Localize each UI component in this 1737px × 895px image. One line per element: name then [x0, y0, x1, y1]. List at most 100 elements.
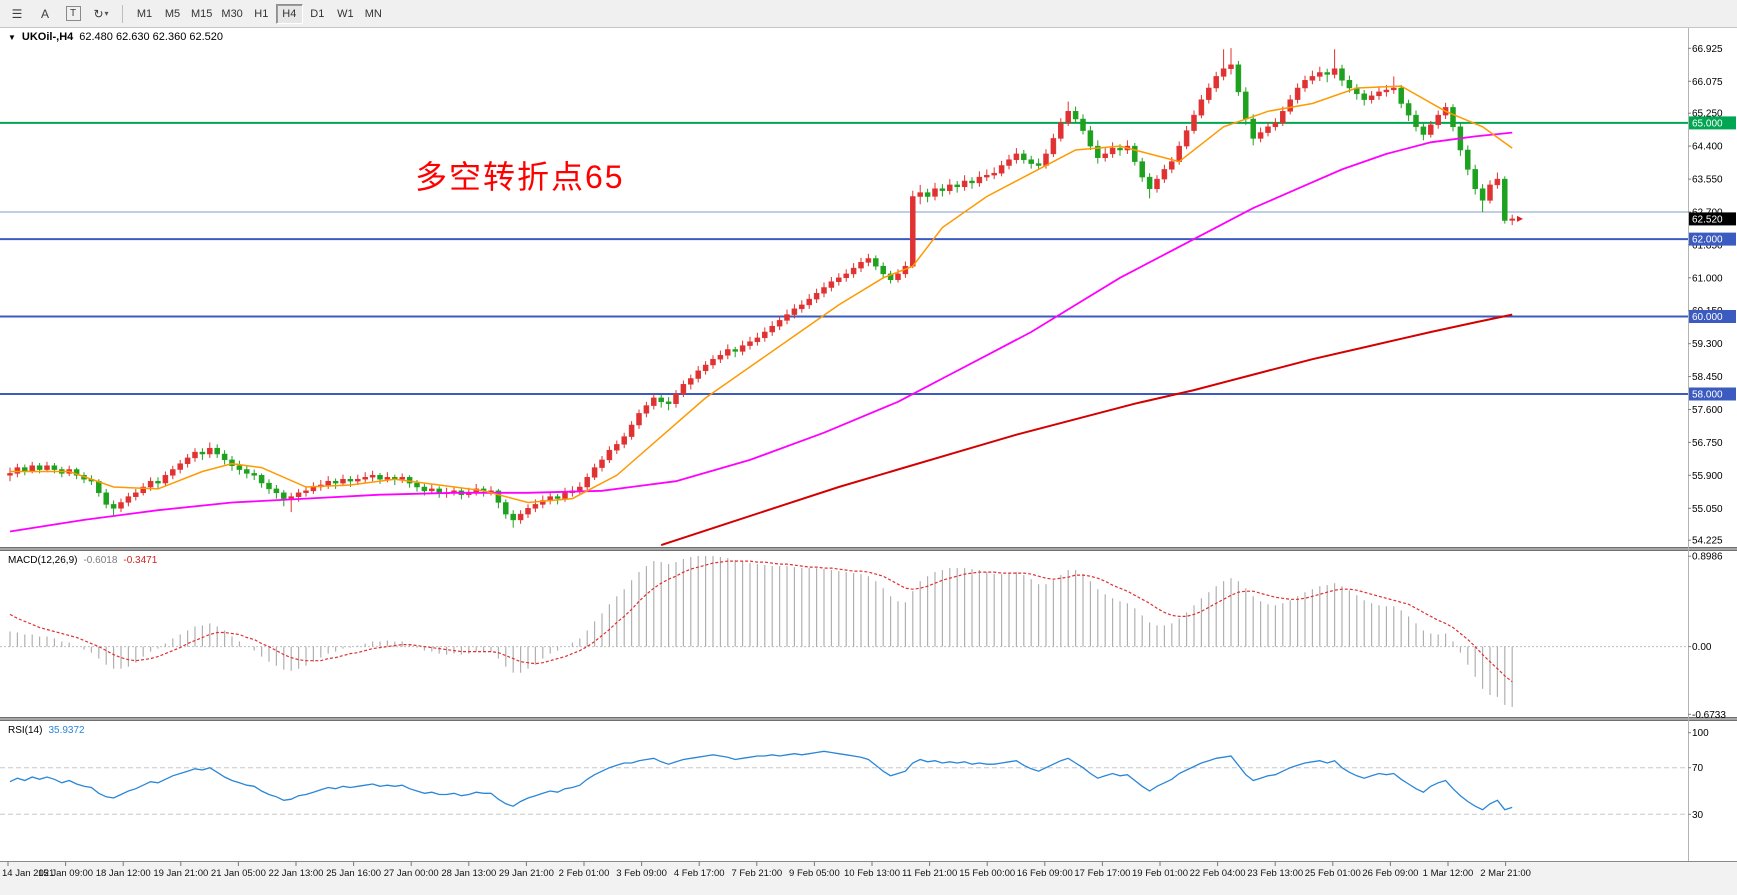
svg-text:58.450: 58.450	[1692, 372, 1723, 383]
svg-text:2 Mar 21:00: 2 Mar 21:00	[1480, 868, 1531, 879]
svg-text:16 Feb 09:00: 16 Feb 09:00	[1017, 868, 1073, 879]
svg-text:58.000: 58.000	[1692, 390, 1723, 401]
svg-text:59.300: 59.300	[1692, 339, 1723, 350]
trading-chart[interactable]: 66.92566.07565.25064.40063.55062.70061.8…	[0, 28, 1737, 895]
shapes-dropdown-icon: ↻	[93, 6, 104, 21]
time-axis-strip	[0, 861, 1737, 895]
svg-text:26 Feb 09:00: 26 Feb 09:00	[1362, 868, 1418, 879]
svg-text:22 Feb 04:00: 22 Feb 04:00	[1190, 868, 1246, 879]
svg-text:23 Feb 13:00: 23 Feb 13:00	[1247, 868, 1303, 879]
svg-text:29 Jan 21:00: 29 Jan 21:00	[499, 868, 554, 879]
rsi-line	[9, 750, 1513, 811]
timeframe-h1-button[interactable]: H1	[254, 7, 269, 20]
rsi-pane-divider[interactable]	[0, 717, 1737, 721]
rsi-indicator-label: RSI(14) 35.9372	[8, 725, 85, 736]
caret-down-icon: ▾	[104, 9, 109, 18]
timeframe-h4-button[interactable]: H4	[275, 3, 303, 24]
macd-main-value: -0.6018	[83, 555, 118, 566]
macd-histogram	[9, 556, 1513, 707]
svg-text:66.075: 66.075	[1692, 77, 1723, 88]
svg-text:15 Jan 09:00: 15 Jan 09:00	[38, 868, 93, 879]
timeframe-m30-button[interactable]: M30	[221, 7, 243, 20]
svg-text:22 Jan 13:00: 22 Jan 13:00	[269, 868, 324, 879]
toolbar-separator	[122, 4, 123, 23]
price-badge-62.000: 62.000	[1689, 232, 1736, 246]
macd-signal-line	[9, 560, 1513, 683]
svg-text:60.000: 60.000	[1692, 312, 1723, 323]
timeframe-d1-button[interactable]: D1	[310, 7, 325, 20]
svg-text:61.000: 61.000	[1692, 273, 1723, 284]
timeframe-group: M1 M5 M15 M30 H1 H4 D1 W1 MN	[131, 3, 387, 24]
svg-text:0.8986: 0.8986	[1692, 552, 1723, 563]
svg-text:4 Feb 17:00: 4 Feb 17:00	[674, 868, 725, 879]
svg-text:66.925: 66.925	[1692, 44, 1723, 55]
rsi-value: 35.9372	[48, 725, 85, 736]
svg-text:27 Jan 00:00: 27 Jan 00:00	[384, 868, 439, 879]
macd-indicator-label: MACD(12,26,9) -0.6018 -0.3471	[8, 555, 157, 566]
toolbar-icon-group: ☰ A T ↻ ▾	[4, 2, 114, 25]
ma-mid-magenta-line	[9, 131, 1513, 533]
objects-list-button[interactable]: ☰	[4, 2, 30, 25]
svg-text:11 Feb 21:00: 11 Feb 21:00	[902, 868, 957, 879]
symbol-label: UKOil-,H4	[21, 31, 74, 43]
svg-text:65.250: 65.250	[1692, 109, 1723, 120]
objects-list-icon: ☰	[11, 6, 23, 21]
svg-text:62.000: 62.000	[1692, 235, 1723, 246]
rsi-name: RSI(14)	[8, 725, 43, 736]
text-annotation-button[interactable]: A	[32, 2, 58, 25]
svg-text:0.00: 0.00	[1692, 642, 1712, 653]
timeframe-m15-button[interactable]: M15	[191, 7, 213, 20]
svg-text:65.000: 65.000	[1692, 118, 1723, 129]
svg-text:19 Jan 21:00: 19 Jan 21:00	[153, 868, 208, 879]
horizontal-line-objects[interactable]	[0, 121, 1688, 395]
ma-slow-red-line	[660, 313, 1513, 547]
svg-text:21 Jan 05:00: 21 Jan 05:00	[211, 868, 266, 879]
chart-window: ▼ UKOil-,H4 62.480 62.630 62.360 62.520 …	[0, 28, 1737, 895]
svg-text:28 Jan 13:00: 28 Jan 13:00	[441, 868, 496, 879]
svg-text:57.600: 57.600	[1692, 405, 1723, 416]
svg-text:19 Feb 01:00: 19 Feb 01:00	[1132, 868, 1188, 879]
svg-text:54.225: 54.225	[1692, 536, 1723, 547]
timeframe-m1-button[interactable]: M1	[136, 7, 153, 20]
svg-text:14 Jan 2021: 14 Jan 2021	[2, 868, 54, 879]
timeframe-mn-button[interactable]: MN	[364, 7, 382, 20]
current-price-badge: 62.520	[1689, 212, 1736, 226]
macd-name: MACD(12,26,9)	[8, 555, 78, 566]
price-badge-65.000: 65.000	[1689, 116, 1736, 130]
svg-text:100: 100	[1692, 728, 1709, 739]
ma-fast-orange-line	[10, 85, 1513, 504]
price-badge-60.000: 60.000	[1689, 310, 1736, 323]
timeframe-m5-button[interactable]: M5	[164, 7, 181, 20]
svg-text:15 Feb 00:00: 15 Feb 00:00	[959, 868, 1015, 879]
svg-text:30: 30	[1692, 810, 1704, 821]
chart-background	[0, 28, 1737, 861]
last-price-marker	[1517, 215, 1523, 222]
svg-text:55.900: 55.900	[1692, 471, 1723, 482]
chart-annotation-text[interactable]: 多空转折点65	[415, 159, 625, 195]
svg-text:17 Feb 17:00: 17 Feb 17:00	[1074, 868, 1130, 879]
svg-text:25 Jan 16:00: 25 Jan 16:00	[326, 868, 381, 879]
collapse-triangle-icon[interactable]: ▼	[8, 32, 16, 42]
svg-text:10 Feb 13:00: 10 Feb 13:00	[844, 868, 900, 879]
macd-signal-value: -0.3471	[123, 555, 158, 566]
svg-text:1 Mar 12:00: 1 Mar 12:00	[1423, 868, 1474, 879]
text-label-button[interactable]: T	[60, 2, 86, 25]
svg-text:63.550: 63.550	[1692, 175, 1723, 186]
svg-text:56.750: 56.750	[1692, 438, 1723, 449]
svg-text:25 Feb 01:00: 25 Feb 01:00	[1305, 868, 1361, 879]
text-annotation-icon: A	[40, 6, 49, 21]
svg-text:70: 70	[1692, 763, 1704, 774]
svg-text:61.850: 61.850	[1692, 240, 1723, 251]
macd-pane-divider[interactable]	[0, 547, 1737, 551]
moving-averages-layer	[9, 85, 1513, 547]
svg-text:3 Feb 09:00: 3 Feb 09:00	[616, 868, 667, 879]
svg-text:62.520: 62.520	[1692, 214, 1723, 225]
shapes-dropdown-button[interactable]: ↻ ▾	[88, 2, 114, 25]
toolbar: ☰ A T ↻ ▾ M1 M5 M15 M30 H1 H4 D1 W1 MN	[0, 0, 1737, 28]
svg-text:9 Feb 05:00: 9 Feb 05:00	[789, 868, 840, 879]
svg-text:55.050: 55.050	[1692, 504, 1723, 515]
svg-text:64.400: 64.400	[1692, 142, 1723, 153]
svg-text:7 Feb 21:00: 7 Feb 21:00	[731, 868, 782, 879]
timeframe-w1-button[interactable]: W1	[337, 7, 354, 20]
